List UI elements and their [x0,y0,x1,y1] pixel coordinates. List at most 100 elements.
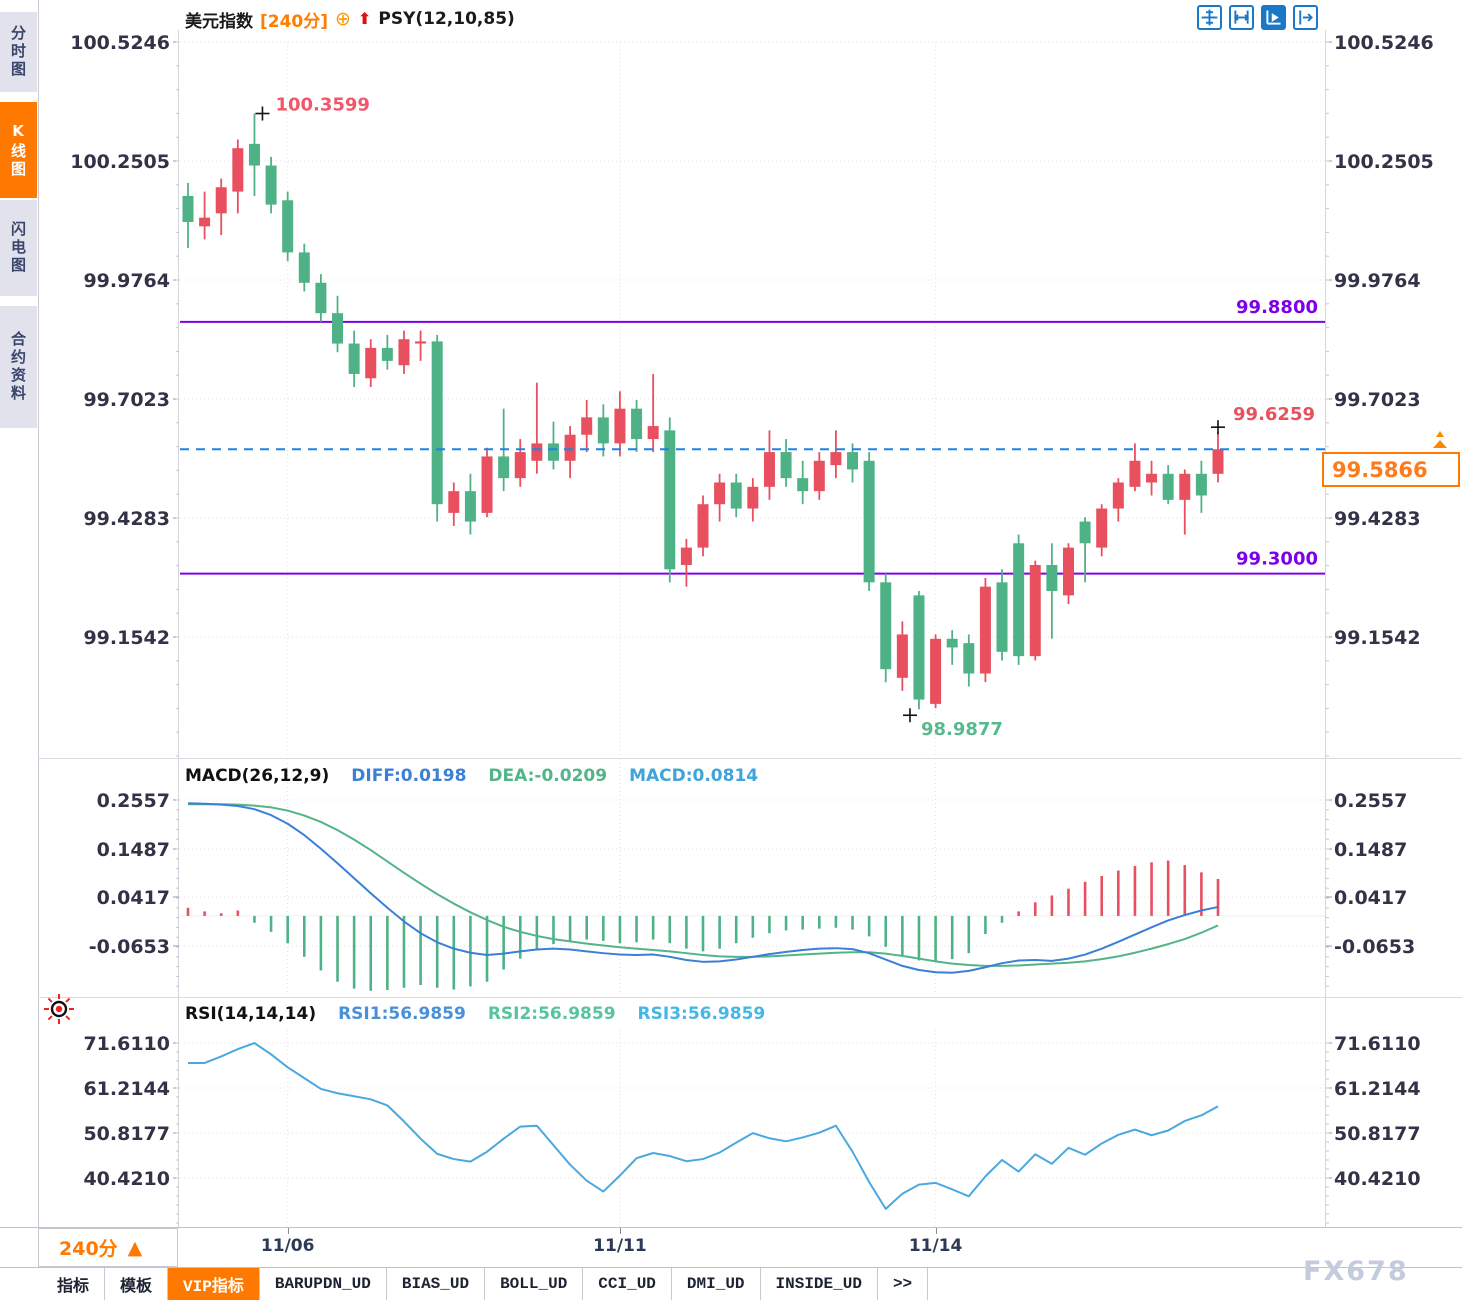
circle-plus-icon[interactable]: ⊕ [335,7,351,30]
candle-body [215,187,227,214]
y-axis-label: 99.7023 [83,389,170,411]
y-axis-label: 0.0417 [1334,887,1407,909]
candle-body [431,341,443,505]
psy-indicator-label[interactable]: PSY(12,10,85) [378,9,515,29]
candle-body [880,582,892,670]
candle-body [265,165,277,205]
pane-shift-tool-icon[interactable] [1293,5,1318,30]
sidebar-tab-4[interactable]: 合约资料 [0,306,37,428]
candle-body [1046,564,1058,592]
rsi-legend-2: RSI2:56.9859 [487,1004,616,1024]
candle-body [797,478,809,492]
period-selector[interactable]: 240分 ▲ [38,1228,178,1267]
price-line-label: 99.8800 [1236,297,1318,318]
sidebar-tab-1[interactable]: 分时图 [0,12,37,92]
candle-body [863,460,875,583]
candle-body [697,504,709,548]
y-axis-label: 0.2557 [1334,790,1407,812]
rsi-line [188,1042,1219,1210]
indicator-tab-7[interactable]: CCI_UD [583,1268,672,1300]
sidebar-tab-2[interactable]: K线图 [0,102,37,198]
y-axis-label: 0.1487 [97,839,170,861]
candle-body [514,452,526,479]
x-axis-row: 240分 ▲ 11/06 11/11 11/14 [0,1227,1462,1268]
sun-icon[interactable] [42,992,76,1026]
indicator-tab-9[interactable]: INSIDE_UD [761,1268,878,1300]
y-axis-label: 71.6110 [1334,1033,1421,1055]
chart-toolbar [1197,5,1318,30]
macd-pane-divider [38,758,1462,759]
date-label: 11/14 [908,1236,963,1256]
sidebar-tab-3[interactable]: 闪电图 [0,200,37,296]
candle-body [747,486,759,509]
candle-body [1146,473,1158,483]
indicator-tab-4[interactable]: BARUPDN_UD [260,1268,387,1300]
candle-body [498,456,510,479]
candle-body [680,547,692,565]
y-axis-label: 50.8177 [1334,1123,1421,1145]
symbol-title: 美元指数 [185,11,253,32]
rsi-title[interactable]: RSI(14,14,14) [185,1004,317,1024]
axis-play-tool-icon[interactable] [1261,5,1286,30]
candle-body [248,143,260,166]
candle-body [315,282,327,314]
indicator-tab-2[interactable]: 模板 [105,1268,169,1300]
candle-body [963,643,975,674]
macd-title[interactable]: MACD(26,12,9) [185,766,330,786]
candle-body [830,452,842,466]
y-axis-label: 50.8177 [83,1123,170,1145]
candle-body [581,417,593,435]
candle-body [813,460,825,492]
y-axis-label: 100.5246 [70,32,170,54]
move-tool-icon[interactable] [1197,5,1222,30]
current-price-tag: 99.5866 [1322,452,1460,487]
rsi-header: RSI(14,14,14) RSI1:56.9859 RSI2:56.9859 RSI… [185,1002,765,1026]
indicator-tab-1[interactable]: 指标 [42,1268,106,1300]
indicator-tab-3[interactable]: VIP指标 [168,1268,260,1300]
rsi-pane-divider [38,997,1462,998]
macd-header: MACD(26,12,9) DIFF:0.0198 DEA:-0.0209 MACD:… [185,764,758,788]
candle-body [348,343,360,374]
y-axis-label: 99.9764 [83,270,170,292]
indicator-tab-5[interactable]: BIAS_UD [387,1268,486,1300]
y-axis-label: 71.6110 [83,1033,170,1055]
chart-header: 美元指数 [240分] ⊕ ⬆ PSY(12,10,85) [185,6,515,32]
date-tick-mark [287,1228,289,1234]
candle-body [415,341,427,344]
y-axis-label: 40.4210 [83,1168,170,1190]
axis-scale-tool-icon[interactable] [1229,5,1254,30]
indicator-tab-6[interactable]: BOLL_UD [485,1268,584,1300]
date-tick-mark [935,1228,937,1234]
candle-body [481,456,493,513]
candle-body [1062,547,1074,596]
low-price-label: 98.9877 [921,719,1003,740]
candle-body [1179,473,1191,500]
rsi-legend-3: RSI3:56.9859 [637,1004,766,1024]
candle-body [464,491,476,522]
candle-body [1129,460,1141,487]
price-up-marker-icon [1433,440,1447,448]
y-axis-label: 0.0417 [97,887,170,909]
candle-body [448,491,460,513]
indicator-tab-10[interactable]: >> [878,1268,929,1300]
candle-body [547,443,559,461]
candle-body [730,482,742,509]
recent-high-label: 99.6259 [1233,404,1315,425]
candle-body [996,582,1008,652]
candle-body [913,595,925,700]
dea-line [188,803,1219,967]
y-axis-label: 0.1487 [1334,839,1407,861]
candle-body [1029,564,1041,657]
price-line-label: 99.3000 [1236,549,1318,570]
candle-body [631,408,643,440]
candle-body [1096,508,1108,548]
candle-body [1162,473,1174,500]
candle-body [1013,543,1025,657]
candle-body [1079,521,1091,544]
indicator-tab-8[interactable]: DMI_UD [672,1268,761,1300]
period-label[interactable]: [240分] [260,11,329,32]
price-up-marker-icon [1436,431,1444,437]
y-axis-label: -0.0653 [89,936,170,958]
macd-legend-3: MACD:0.0814 [629,766,759,786]
